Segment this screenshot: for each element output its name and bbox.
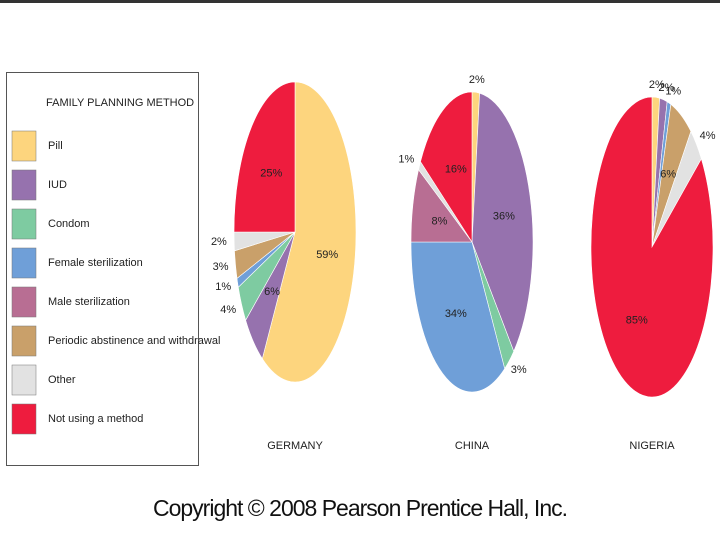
value-label: 34% bbox=[445, 308, 467, 320]
value-label: 1% bbox=[398, 153, 414, 165]
top-rule bbox=[0, 0, 720, 3]
value-label: 2% bbox=[658, 82, 674, 94]
legend-label: Periodic abstinence and withdrawal bbox=[48, 335, 220, 347]
legend-label: Condom bbox=[48, 218, 90, 230]
legend-swatch bbox=[11, 286, 37, 318]
value-label: 25% bbox=[260, 168, 282, 180]
value-label: 4% bbox=[220, 304, 236, 316]
value-label: 1% bbox=[215, 281, 231, 293]
value-label: 16% bbox=[445, 164, 467, 176]
legend-swatch bbox=[11, 208, 37, 240]
pie-name: CHINA bbox=[455, 440, 490, 452]
value-label: 4% bbox=[700, 130, 716, 142]
pie-slice bbox=[410, 241, 506, 393]
pie-slice bbox=[471, 92, 534, 353]
value-label: 59% bbox=[316, 249, 338, 261]
legend-label: Pill bbox=[48, 140, 63, 152]
legend-label: Other bbox=[48, 374, 76, 386]
legend-swatch bbox=[11, 130, 37, 162]
pie-slice bbox=[420, 91, 473, 244]
legend-label: Not using a method bbox=[48, 413, 143, 425]
value-label: 3% bbox=[511, 364, 527, 376]
legend-swatch bbox=[11, 364, 37, 396]
copyright: Copyright © 2008 Pearson Prentice Hall, … bbox=[153, 495, 567, 521]
value-label: 2% bbox=[649, 79, 665, 91]
legend-box bbox=[6, 72, 199, 466]
pie-slice bbox=[233, 81, 296, 233]
value-label: 85% bbox=[626, 314, 648, 326]
value-label: 8% bbox=[432, 215, 448, 227]
value-label: 2% bbox=[211, 236, 227, 248]
legend-label: Female sterilization bbox=[48, 257, 143, 269]
legend-swatch bbox=[11, 169, 37, 201]
legend-swatch bbox=[11, 325, 37, 357]
value-label: 6% bbox=[660, 169, 676, 181]
legend-label: IUD bbox=[48, 179, 67, 191]
legend-label: Male sterilization bbox=[48, 296, 130, 308]
pie-name: NIGERIA bbox=[629, 440, 675, 452]
value-label: 3% bbox=[213, 261, 229, 273]
legend-swatch bbox=[11, 403, 37, 435]
value-label: 36% bbox=[493, 210, 515, 222]
value-label: 1% bbox=[665, 85, 681, 97]
pie-slice bbox=[590, 96, 714, 398]
legend-swatch bbox=[11, 247, 37, 279]
value-label: 2% bbox=[469, 74, 485, 86]
pie-name: GERMANY bbox=[267, 440, 323, 452]
value-label: 6% bbox=[264, 286, 280, 298]
pie-slice bbox=[261, 81, 357, 383]
legend-title: FAMILY PLANNING METHOD bbox=[46, 97, 194, 109]
